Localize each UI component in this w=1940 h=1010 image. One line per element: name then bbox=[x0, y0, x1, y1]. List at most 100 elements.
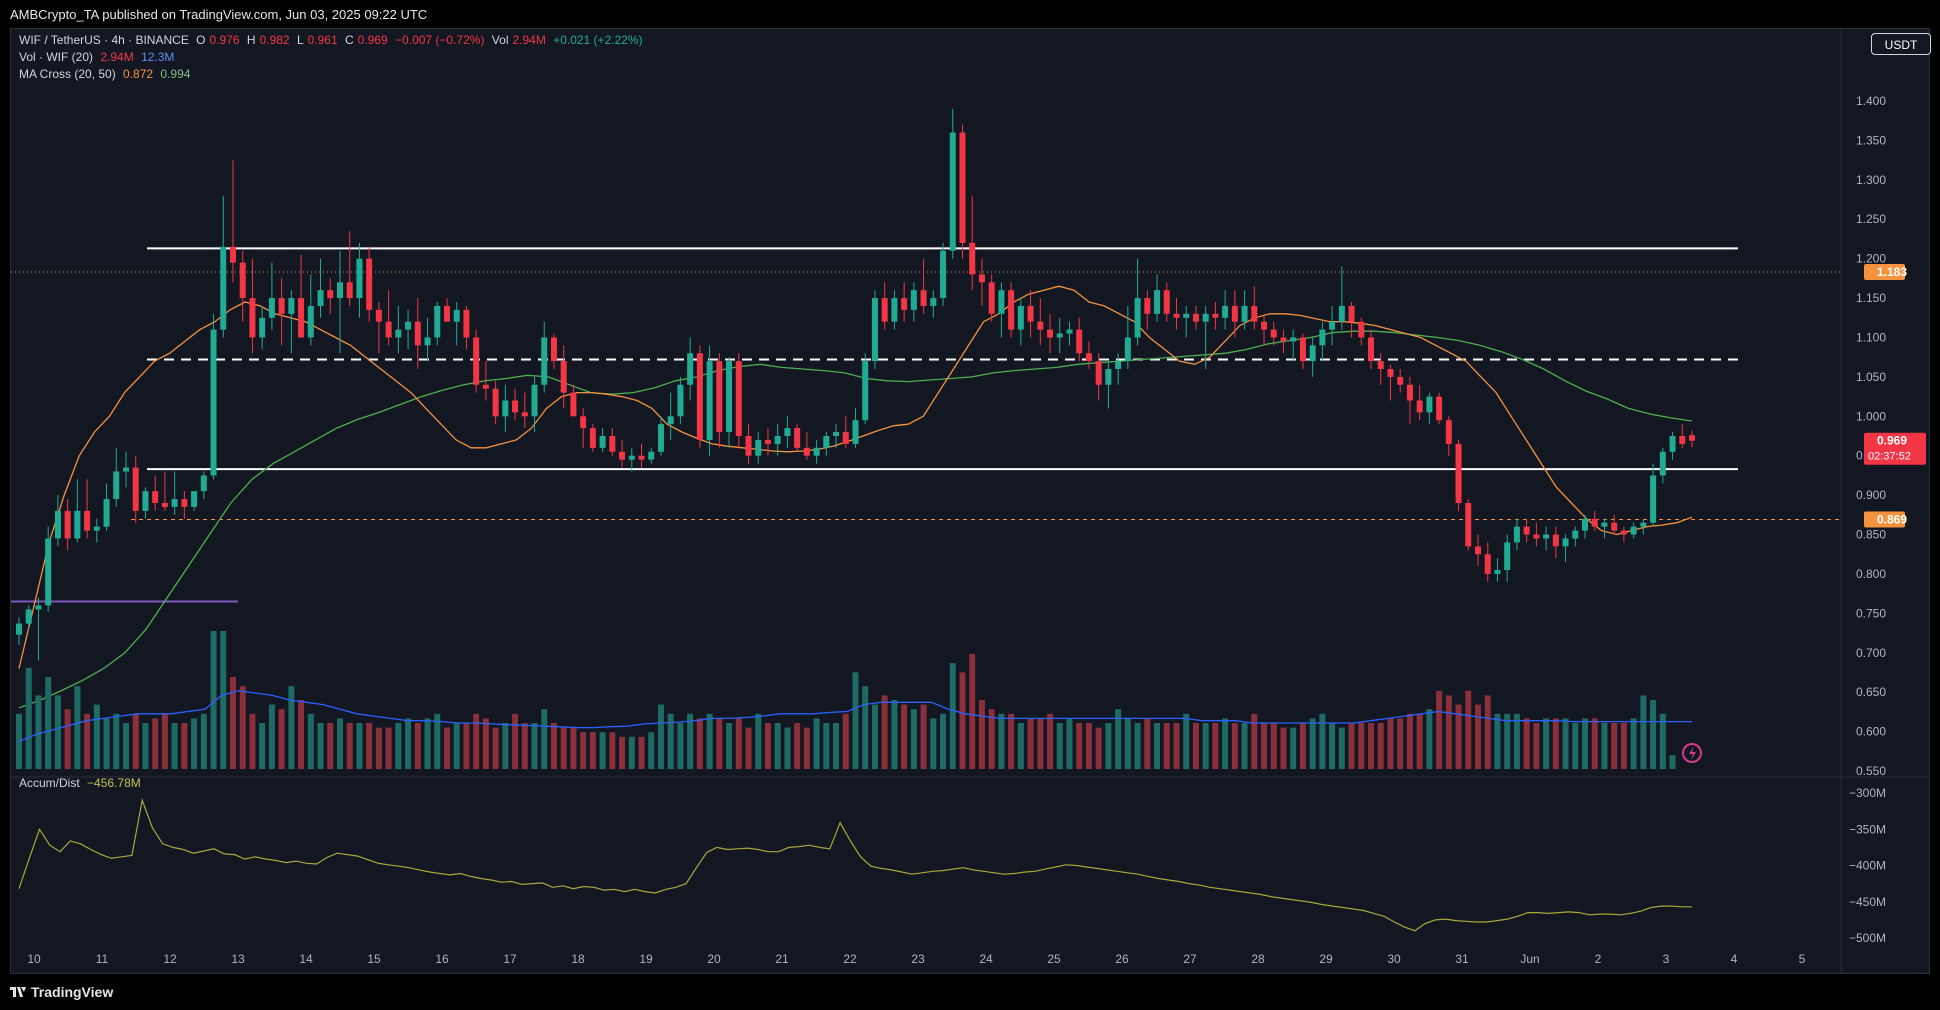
ma-fast-line bbox=[18, 285, 1693, 669]
candle-body bbox=[764, 439, 771, 444]
volume-bar bbox=[852, 672, 859, 769]
volume-bar bbox=[560, 727, 567, 769]
volume-indicator-name[interactable]: Vol · WIF (20) bbox=[19, 50, 94, 64]
candle-body bbox=[716, 361, 723, 433]
candle-body bbox=[570, 392, 577, 417]
chart-area[interactable]: 1.400 1.350 1.300 1.250 1.200 1.150 1.100 1.050… bbox=[10, 28, 1931, 974]
candles bbox=[16, 108, 1695, 661]
volume-bar bbox=[988, 709, 995, 769]
candle-body bbox=[35, 605, 42, 610]
symbol-legend[interactable]: WIF / TetherUS · 4h · BINANCE O 0.976 H 0.… bbox=[19, 33, 647, 47]
volume-bar bbox=[1163, 723, 1170, 769]
time-tick-label: 22 bbox=[843, 952, 857, 966]
candle-body bbox=[1611, 522, 1618, 531]
candle-body bbox=[366, 258, 373, 310]
volume-label: Vol bbox=[491, 33, 509, 47]
volume-bar bbox=[1523, 718, 1530, 769]
volume-bar bbox=[492, 727, 499, 769]
alert-icon[interactable] bbox=[1682, 743, 1702, 763]
volume-bar bbox=[1202, 723, 1209, 769]
candle-body bbox=[434, 305, 441, 338]
candle-body bbox=[1017, 305, 1024, 330]
candle-body bbox=[1368, 337, 1375, 362]
candle-body bbox=[833, 432, 840, 436]
volume-bar bbox=[1582, 718, 1589, 769]
time-tick-label: 13 bbox=[231, 952, 245, 966]
volume-bar bbox=[891, 700, 898, 769]
accum-dist-pane bbox=[18, 798, 1692, 932]
volume-bar bbox=[385, 727, 392, 769]
volume-bar bbox=[706, 713, 713, 769]
accum-dist-name[interactable]: Accum/Dist bbox=[19, 776, 80, 790]
candle-body bbox=[259, 317, 266, 338]
chart-canvas[interactable]: 1.400 1.350 1.300 1.250 1.200 1.150 1.100 1.050… bbox=[11, 29, 1929, 973]
candle-body bbox=[239, 262, 246, 299]
volume-bar bbox=[1455, 704, 1462, 769]
symbol-name[interactable]: WIF / TetherUS · 4h · BINANCE bbox=[19, 33, 189, 47]
volume-bar bbox=[1572, 723, 1579, 769]
volume-bars bbox=[16, 631, 1692, 769]
volume-bar bbox=[405, 718, 412, 769]
candle-body bbox=[803, 447, 810, 456]
volume-bar bbox=[1377, 723, 1384, 769]
candle-body bbox=[473, 337, 480, 385]
candle-body bbox=[1047, 329, 1054, 338]
candle-body bbox=[1056, 333, 1063, 338]
volume-bar bbox=[1017, 723, 1024, 769]
volume-bar bbox=[609, 732, 616, 769]
bar-countdown: 02:37:52 bbox=[1868, 451, 1911, 463]
candle-body bbox=[910, 290, 917, 310]
candle-body bbox=[813, 447, 820, 456]
alert-icon-bolt[interactable] bbox=[1689, 746, 1696, 760]
candle-body bbox=[1513, 526, 1520, 543]
volume-bar bbox=[327, 723, 334, 769]
candle-body bbox=[1231, 305, 1238, 322]
volume-bar bbox=[774, 723, 781, 769]
candle-body bbox=[1105, 369, 1112, 385]
volume-bar bbox=[794, 723, 801, 769]
high-value: 0.982 bbox=[259, 33, 290, 47]
volume-legend[interactable]: Vol · WIF (20) 2.94M 12.3M bbox=[19, 50, 178, 64]
volume-bar bbox=[1192, 723, 1199, 769]
low-value: 0.961 bbox=[307, 33, 338, 47]
currency-button[interactable]: USDT bbox=[1871, 33, 1931, 55]
ma-slow-line bbox=[18, 330, 1693, 709]
volume-bar bbox=[171, 723, 178, 769]
ma-cross-legend[interactable]: MA Cross (20, 50) 0.872 0.994 bbox=[19, 67, 194, 81]
volume-bar bbox=[278, 709, 285, 769]
alert-icon-ring[interactable] bbox=[1682, 743, 1702, 763]
volume-bar bbox=[502, 723, 509, 769]
candle-body bbox=[443, 305, 450, 322]
volume-bar bbox=[113, 713, 120, 769]
volume-bar bbox=[628, 736, 635, 769]
candle-body bbox=[1669, 436, 1676, 452]
accum-dist-legend[interactable]: Accum/Dist −456.78M bbox=[19, 776, 145, 790]
ma-cross-name[interactable]: MA Cross (20, 50) bbox=[19, 67, 116, 81]
level-a-tag-bg bbox=[1864, 264, 1905, 281]
volume-ma-value: 12.3M bbox=[141, 50, 175, 64]
volume-bar bbox=[132, 713, 139, 769]
volume-bar bbox=[1630, 718, 1637, 769]
candle-body bbox=[1309, 345, 1316, 362]
volume-bar bbox=[1027, 718, 1034, 769]
volume-bar bbox=[259, 723, 266, 769]
time-tick-label: 14 bbox=[299, 952, 313, 966]
ad-tick-label: −450M bbox=[1849, 895, 1886, 909]
volume-bar bbox=[764, 723, 771, 769]
time-tick-label: 21 bbox=[775, 952, 789, 966]
publisher-text: AMBCrypto_TA published on TradingView.co… bbox=[10, 7, 428, 22]
candle-body bbox=[959, 132, 966, 243]
volume-bar bbox=[959, 672, 966, 769]
tradingview-logo[interactable]: TradingView bbox=[10, 984, 113, 1000]
tradingview-logo-icon bbox=[10, 987, 26, 997]
level-b-value: 0.869 bbox=[1877, 513, 1907, 527]
volume-bar bbox=[1533, 723, 1540, 769]
ad-tick-label: −300M bbox=[1849, 786, 1886, 800]
candle-body bbox=[424, 337, 431, 346]
volume-bar bbox=[453, 723, 460, 769]
volume-bar bbox=[249, 713, 256, 769]
candle-body bbox=[512, 400, 519, 413]
candle-body bbox=[25, 609, 32, 624]
candle-body bbox=[1076, 329, 1083, 354]
candle-body bbox=[1241, 305, 1248, 322]
